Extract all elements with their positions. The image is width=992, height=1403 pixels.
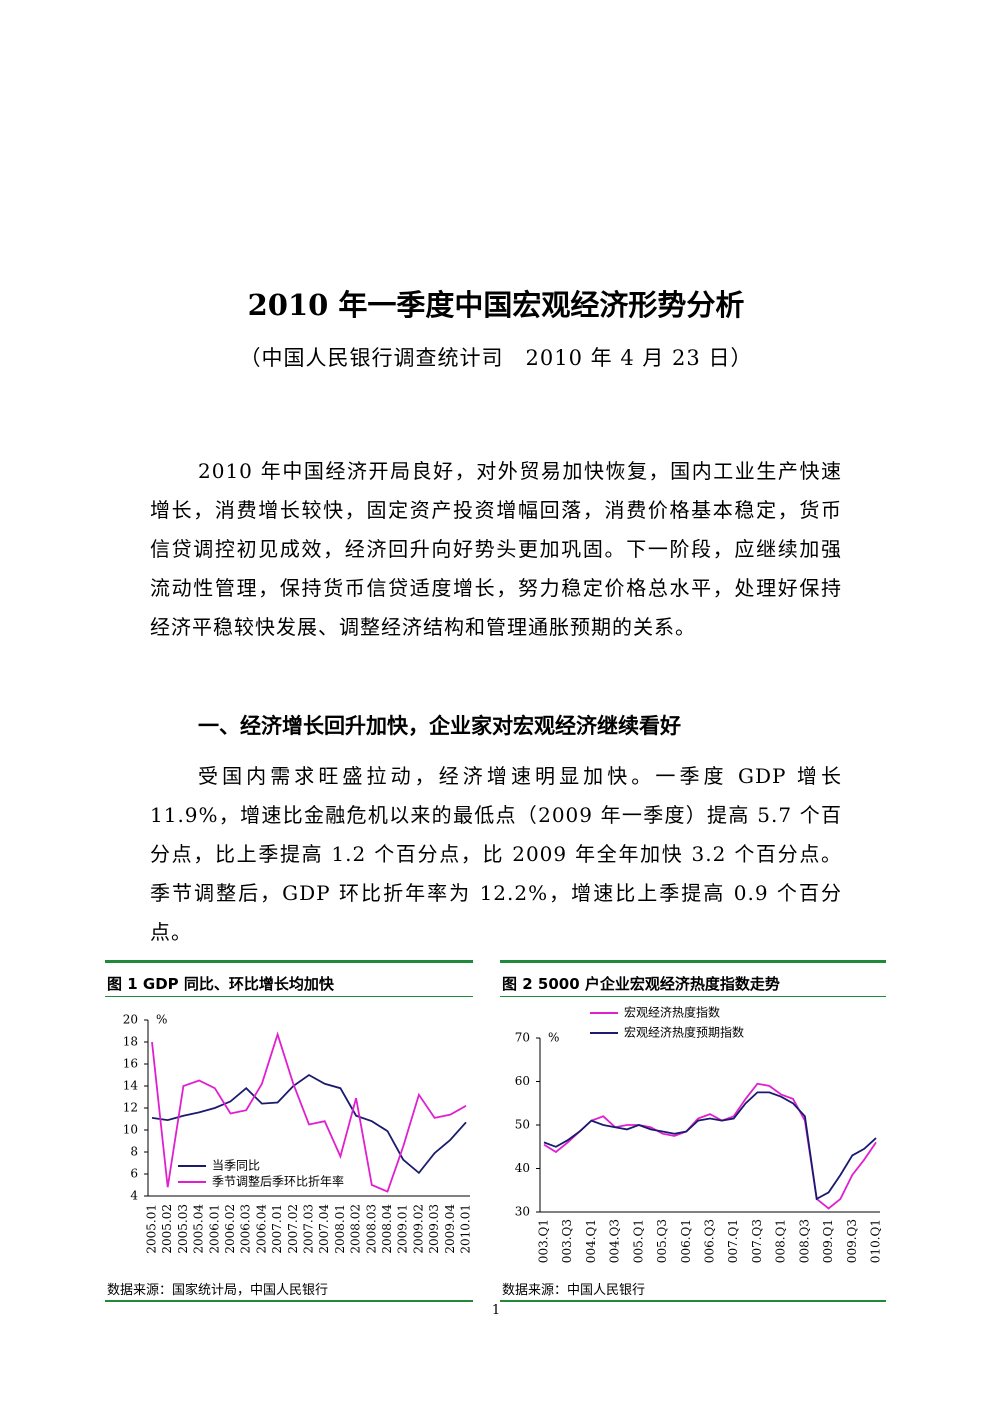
page-number: 1 (491, 1303, 501, 1318)
section-heading: 一、经济增长回升加快，企业家对宏观经济继续看好 (198, 713, 681, 738)
paragraph: 2010 年中国经济开局良好，对外贸易加快恢复，国内工业生产快速增长，消费增长较… (150, 459, 842, 639)
x-tick-label: 2006.04 (254, 1204, 268, 1254)
legend-label: 宏观经济热度预期指数 (624, 1025, 744, 1040)
x-tick-label: 2004.Q1 (584, 1219, 598, 1263)
x-tick-label: 2009.01 (396, 1204, 410, 1254)
title: 2010 年一季度中国宏观经济形势分析 (247, 288, 745, 322)
x-tick-label: 2007.02 (286, 1204, 300, 1254)
y-unit: % (548, 1031, 559, 1045)
x-tick-label: 2008.04 (380, 1204, 394, 1254)
legend-label: 季节调整后季环比折年率 (212, 1174, 344, 1189)
x-tick-label: 2006.02 (223, 1204, 237, 1254)
paragraph: 受国内需求旺盛拉动，经济增速明显加快。一季度 GDP 增长 11.9%，增速比金… (150, 764, 842, 944)
x-tick-label: 2007.03 (302, 1204, 316, 1254)
x-tick-label: 2009.Q1 (821, 1219, 835, 1263)
x-tick-label: 2006.01 (207, 1204, 221, 1254)
x-tick-label: 2008.Q3 (797, 1219, 811, 1263)
x-tick-label: 2003.Q3 (560, 1219, 574, 1263)
y-tick-label: 20 (123, 1013, 138, 1027)
figure: 图 2 5000 户企业宏观经济热度指数走势 30 40 50 60 70% 2003.Q… (500, 960, 886, 1302)
x-tick-label: 2006.Q1 (679, 1219, 693, 1263)
y-tick-label: 30 (515, 1205, 530, 1219)
x-tick-label: 2003.Q1 (537, 1219, 551, 1263)
subtitle: （中国人民银行调查统计司 2010 年 4 月 23 日） (239, 346, 753, 370)
line-series (151, 1031, 467, 1193)
x-tick-label: 2009.03 (427, 1204, 441, 1254)
legend-label: 宏观经济热度指数 (624, 1005, 720, 1020)
x-tick-label: 2005.04 (192, 1204, 206, 1254)
line-series (543, 1091, 877, 1201)
y-tick-label: 10 (123, 1123, 138, 1137)
source: 数据来源：中国人民银行 (502, 1283, 646, 1298)
y-tick-label: 70 (515, 1031, 530, 1045)
y-tick-label: 8 (130, 1145, 138, 1159)
y-tick-label: 4 (130, 1189, 138, 1203)
x-tick-label: 2009.04 (443, 1204, 457, 1254)
source: 数据来源：国家统计局，中国人民银行 (107, 1283, 329, 1298)
x-tick-label: 2007.Q3 (750, 1219, 764, 1263)
y-tick-label: 14 (123, 1079, 139, 1093)
x-tick-label: 2005.01 (145, 1204, 159, 1254)
x-tick-label: 2006.Q3 (703, 1219, 717, 1263)
y-tick-label: 60 (515, 1074, 530, 1088)
x-tick-label: 2005.03 (176, 1204, 190, 1254)
y-tick-label: 40 (515, 1161, 530, 1175)
x-tick-label: 2004.Q3 (608, 1219, 622, 1263)
x-tick-label: 2009.02 (411, 1204, 425, 1254)
rule (105, 996, 473, 997)
x-tick-label: 2008.01 (333, 1204, 347, 1254)
rule (500, 996, 886, 997)
figure: 图 1 GDP 同比、环比增长均加快 4 6 8 10 12 14 16 18 20% 2005.… (105, 960, 473, 1302)
x-tick-label: 2006.03 (239, 1204, 253, 1254)
legend-label: 当季同比 (212, 1159, 260, 1173)
x-tick-label: 2007.01 (270, 1204, 284, 1254)
x-tick-label: 2008.Q1 (774, 1219, 788, 1263)
y-tick-label: 6 (130, 1167, 138, 1181)
figure-caption: 图 2 5000 户企业宏观经济热度指数走势 (502, 975, 780, 993)
y-tick-label: 12 (123, 1101, 138, 1115)
x-tick-label: 2009.Q3 (845, 1219, 859, 1263)
x-tick-label: 2005.02 (160, 1204, 174, 1254)
x-tick-label: 2007.Q1 (726, 1219, 740, 1263)
line-series (151, 1073, 467, 1175)
x-tick-label: 2005.Q3 (655, 1219, 669, 1263)
y-tick-label: 16 (123, 1057, 138, 1071)
y-tick-label: 18 (123, 1035, 138, 1049)
chart: 30 40 50 60 70 % 2003.Q1 2003.Q3 2004.Q1 2004.Q3 2… (515, 1005, 883, 1264)
x-tick-label: 2008.03 (364, 1204, 378, 1254)
figure-caption: 图 1 GDP 同比、环比增长均加快 (107, 975, 334, 993)
y-unit: % (156, 1013, 167, 1027)
line-series (543, 1082, 877, 1210)
x-tick-label: 2008.02 (349, 1204, 363, 1254)
y-tick-label: 50 (515, 1118, 530, 1132)
x-tick-label: 2007.04 (317, 1204, 331, 1254)
x-tick-label: 2010.Q1 (869, 1219, 883, 1263)
x-tick-label: 2010.01 (459, 1204, 473, 1254)
x-tick-label: 2005.Q1 (631, 1219, 645, 1263)
